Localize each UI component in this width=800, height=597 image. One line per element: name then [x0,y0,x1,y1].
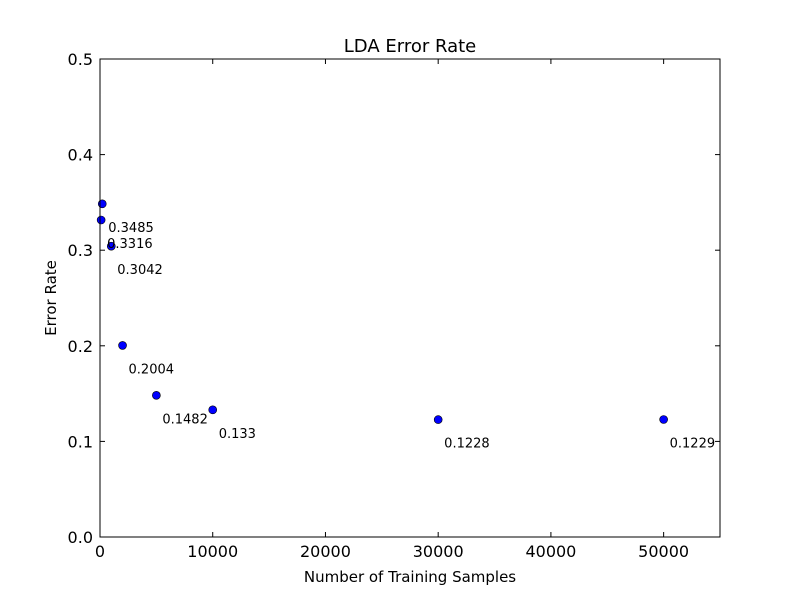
plot-frame [99,58,721,538]
data-label: 0.3042 [117,263,163,278]
chart-title: LDA Error Rate [344,36,476,57]
data-point [97,199,107,209]
data-label: 0.3316 [107,237,153,252]
data-point [208,405,218,415]
y-tick-label: 0.3 [68,241,93,260]
data-label: 0.1228 [444,437,490,452]
data-point [96,215,106,225]
x-tick-label: 40000 [525,542,576,561]
x-tick-label: 0 [95,542,105,561]
x-tick-label: 50000 [638,542,689,561]
data-point [433,415,443,424]
data-point [659,415,668,424]
x-axis-label: Number of Training Samples [304,568,516,586]
data-label: 0.1482 [162,412,208,427]
data-label: 0.2004 [129,362,175,377]
data-label: 0.133 [219,427,256,442]
y-tick-label: 0.5 [68,50,93,69]
x-tick-label: 10000 [187,542,238,561]
data-label: 0.3485 [108,221,154,236]
data-point [106,241,116,251]
x-tick-label: 30000 [413,542,464,561]
data-point [118,341,127,350]
y-tick-label: 0.0 [68,528,93,547]
x-tick-label: 20000 [300,542,351,561]
y-tick-label: 0.2 [68,337,93,356]
axis-ticks: 0 10000 20000 30000 40000 50000 0.0 0.1 0.2 0.3 0.… [68,50,720,561]
data-point [152,391,161,400]
y-tick-label: 0.1 [68,432,93,451]
data-label: 0.1229 [670,437,716,452]
y-axis-label: Error Rate [42,260,60,336]
y-tick-label: 0.4 [68,146,93,165]
